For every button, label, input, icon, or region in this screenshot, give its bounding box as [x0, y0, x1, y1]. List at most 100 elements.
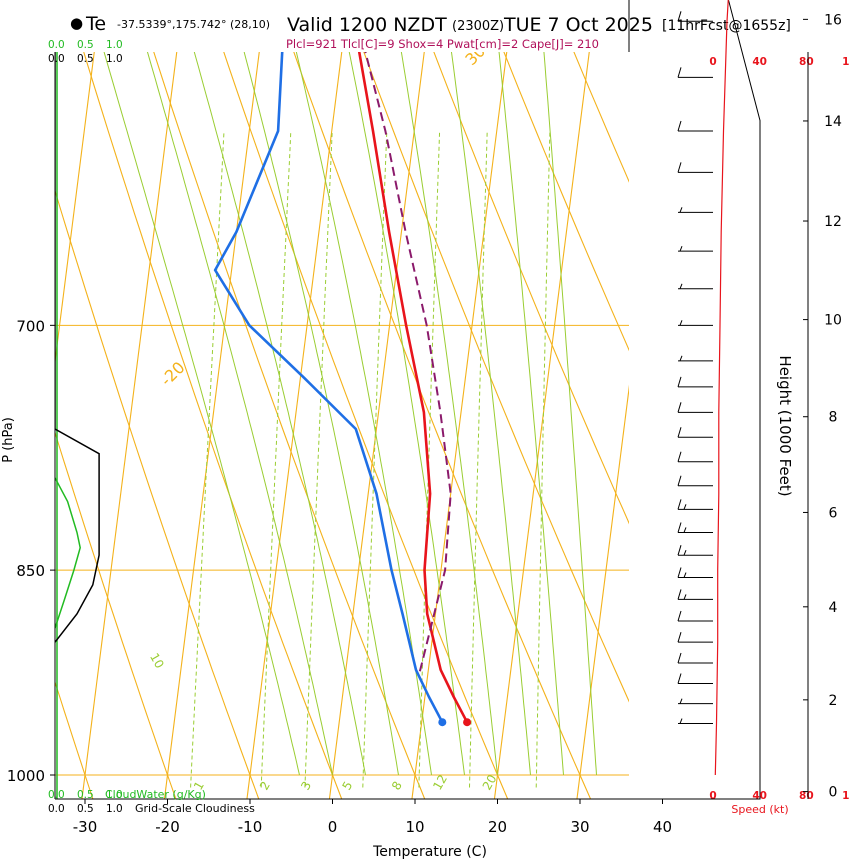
dry-adiabat-line [83, 52, 343, 799]
wind-barb-half-feather [679, 355, 683, 362]
surface-dewpoint-point [438, 718, 447, 727]
wind-barb-half-feather [683, 594, 687, 600]
wind-barb-half-feather [679, 283, 683, 289]
wind-barb-half-feather [683, 527, 687, 533]
wind-barb-full-feather [677, 162, 682, 173]
dry-adiabat-line [223, 52, 509, 799]
x-tick-label: 10 [405, 818, 424, 836]
wind-barb [678, 207, 713, 213]
isotherm-line [576, 384, 629, 799]
x-tick-label: -20 [155, 818, 180, 836]
wind-barb-full-feather [677, 11, 682, 22]
speed-bottom-tick-label: 80 [799, 790, 814, 802]
wind-barb-full-feather [677, 589, 682, 600]
cloudiness-bottom-tick-label: 1.0 [106, 803, 123, 815]
pressure-tick-label: 850 [16, 562, 45, 580]
wind-barb [677, 567, 713, 579]
wind-barb-full-feather [677, 120, 682, 132]
cloudwater-profile-line [55, 477, 81, 629]
wind-barb-full-feather [677, 376, 682, 387]
moist-adiabat-line [348, 52, 465, 776]
x-tick-label: 20 [488, 818, 507, 836]
wind-barb [678, 718, 713, 725]
speed-bottom-tick-label: 40 [752, 790, 767, 802]
height-tick-label: 14 [824, 114, 842, 130]
moist-adiabat-label: 10 [147, 651, 167, 671]
wind-barb [678, 698, 713, 705]
stability-indices: Plcl=921 Tlcl[C]=9 Shox=4 Pwat[cm]=2 Cap… [286, 37, 599, 51]
wind-barb-half-feather [679, 718, 683, 724]
moist-adiabat-line [103, 52, 300, 776]
pressure-tick-label: 700 [16, 317, 45, 335]
wind-barb-half-feather [683, 572, 687, 578]
axes: 2503004005007008501000-30-20-10010203040… [7, 12, 842, 836]
dry-adiabat-line [153, 52, 426, 799]
cloudwater-bottom-tick-label: 0.0 [48, 789, 65, 801]
dry-adiabat-line [503, 52, 629, 352]
moist-adiabat-line [543, 52, 597, 776]
mixing-ratio-line [469, 130, 488, 788]
x-axis-title: Temperature (C) [372, 844, 487, 860]
wind-barb [677, 652, 713, 664]
speed-axis-title: Speed (kt) [731, 803, 788, 816]
wind-barb-full-feather [677, 545, 682, 556]
cloudiness-bottom-tick-label: 0.0 [48, 803, 65, 815]
wind-barb-full-feather [677, 522, 682, 533]
wind-barb [677, 589, 713, 600]
wind-barb [677, 120, 713, 132]
wind-barb [677, 632, 713, 643]
x-tick-label: 40 [653, 818, 672, 836]
x-tick-label: -30 [73, 818, 98, 836]
height-tick-label: 2 [829, 693, 838, 709]
mixing-ratio-label: 20 [480, 772, 500, 792]
wind-barb [677, 376, 713, 388]
mixing-ratio-line [260, 130, 292, 788]
wind-barb [678, 283, 713, 290]
height-tick-label: 0 [829, 785, 838, 801]
height-tick-label: 4 [829, 600, 838, 616]
moist-adiabat-line [295, 52, 432, 776]
wind-barb-half-feather [679, 245, 683, 252]
wind-barb-panel: 0040408080120120 [628, 0, 850, 802]
wind-barb [677, 522, 713, 533]
wind-barb [677, 451, 713, 463]
cloudiness-top-tick-label: 1.0 [106, 53, 123, 65]
cloudiness-bottom-tick-label: 0.5 [77, 803, 94, 815]
moist-adiabat-line [450, 52, 531, 776]
station-code: Te [85, 13, 106, 35]
isotherm-line [493, 52, 590, 799]
wind-barb [677, 67, 713, 78]
moist-adiabat-line [243, 52, 399, 776]
wind-barb-full-feather [677, 451, 682, 462]
height-tick-label: 6 [829, 505, 838, 521]
wind-barb-full-feather [677, 427, 682, 438]
cloudwater-bottom-tick-label: 1.0 [106, 789, 123, 801]
moist-adiabat-line [146, 52, 333, 776]
cloudiness-top-tick-label: 0.0 [48, 53, 65, 65]
wind-barb-full-feather [677, 632, 682, 643]
mixing-ratio-line [362, 130, 388, 788]
wind-barb [677, 499, 713, 510]
pressure-tick-label: 1000 [7, 767, 45, 785]
cloudiness-top-tick-label: 0.5 [77, 53, 94, 65]
wind-barb-full-feather [677, 475, 682, 486]
speed-top-tick-label: 0 [709, 56, 716, 68]
isotherm-line [81, 52, 178, 799]
cloudiness-label: Grid-Scale Cloudiness [135, 802, 255, 815]
dry-adiabat-line [433, 52, 629, 525]
height-tick-label: 16 [824, 12, 842, 28]
speed-bottom-tick-label: 120 [842, 790, 850, 802]
utc-time: (2300Z) [452, 19, 504, 34]
surface-temperature-point [463, 718, 472, 727]
location-text: -37.5339°,175.742° (28,10) [117, 18, 270, 31]
moist-adiabat-line [400, 52, 498, 776]
isotherm-line [246, 52, 343, 799]
wind-barb-half-feather [679, 698, 683, 704]
wind-barb-half-feather [679, 207, 683, 213]
mixing-ratio-line [418, 130, 441, 788]
wind-barb [678, 355, 713, 362]
wind-barb [677, 610, 713, 622]
wind-barb [677, 11, 713, 22]
dewpoint-line [213, 52, 444, 723]
